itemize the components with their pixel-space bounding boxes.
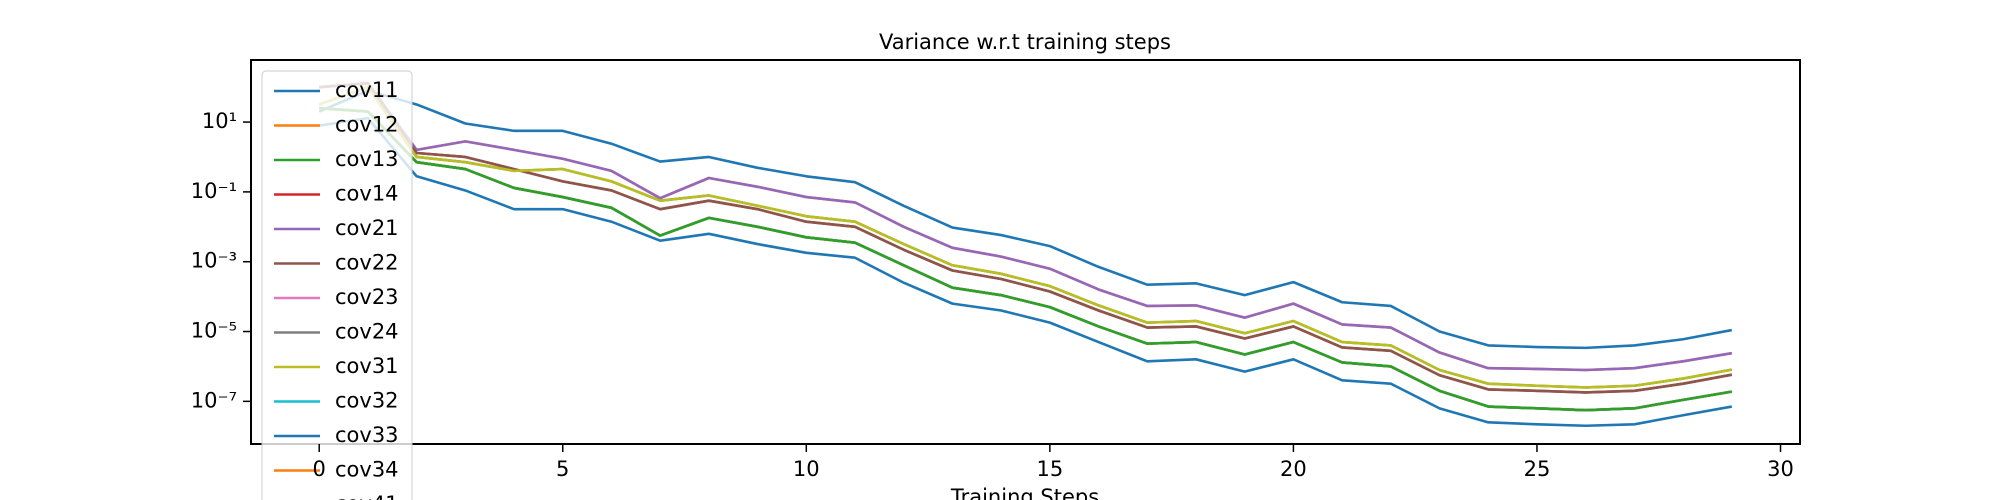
series-line (318, 116, 1733, 428)
legend: cov11 cov12 cov13 cov14 cov21 cov22 cov23 cov24… (261, 70, 413, 500)
series-line (319, 81, 1733, 394)
x-tick-label: 20 (1280, 457, 1307, 481)
y-tick-label: 10¹ (202, 109, 237, 133)
legend-label: cov33 (335, 423, 399, 447)
series-line (318, 89, 1733, 350)
legend-label: cov32 (335, 389, 399, 413)
legend-label: cov34 (335, 458, 399, 482)
series-line (318, 85, 1733, 389)
series-line (318, 85, 1733, 389)
x-tick-label: 30 (1767, 457, 1794, 481)
chart-title: Variance w.r.t training steps (879, 30, 1171, 54)
legend-box (261, 70, 413, 500)
x-tick-label: 10 (793, 457, 820, 481)
series-line (319, 106, 1733, 412)
y-tick-label: 10⁻⁷ (191, 388, 237, 412)
x-axis-label: Training Steps (950, 485, 1099, 500)
series-line (319, 81, 1733, 372)
legend-label: cov21 (335, 216, 399, 240)
x-tick-label: 15 (1036, 457, 1063, 481)
x-tick-label: 5 (556, 457, 569, 481)
legend-label: cov31 (335, 354, 399, 378)
legend-label: cov41 (335, 492, 399, 500)
legend-label: cov11 (335, 78, 399, 102)
y-tick-label: 10⁻³ (191, 249, 237, 273)
axes-frame (250, 59, 1801, 445)
y-tick-label: 10⁻¹ (191, 179, 237, 203)
legend-label: cov12 (335, 113, 399, 137)
legend-label: cov23 (335, 285, 399, 309)
y-tick-label: 10⁻⁵ (191, 319, 237, 343)
x-tick-label: 0 (313, 457, 326, 481)
legend-label: cov24 (335, 320, 399, 344)
legend-label: cov14 (335, 182, 399, 206)
series-line (319, 81, 1733, 372)
legend-label: cov22 (335, 251, 399, 275)
x-tick-label: 25 (1524, 457, 1551, 481)
plot-area (318, 81, 1733, 428)
legend-label: cov13 (335, 147, 399, 171)
